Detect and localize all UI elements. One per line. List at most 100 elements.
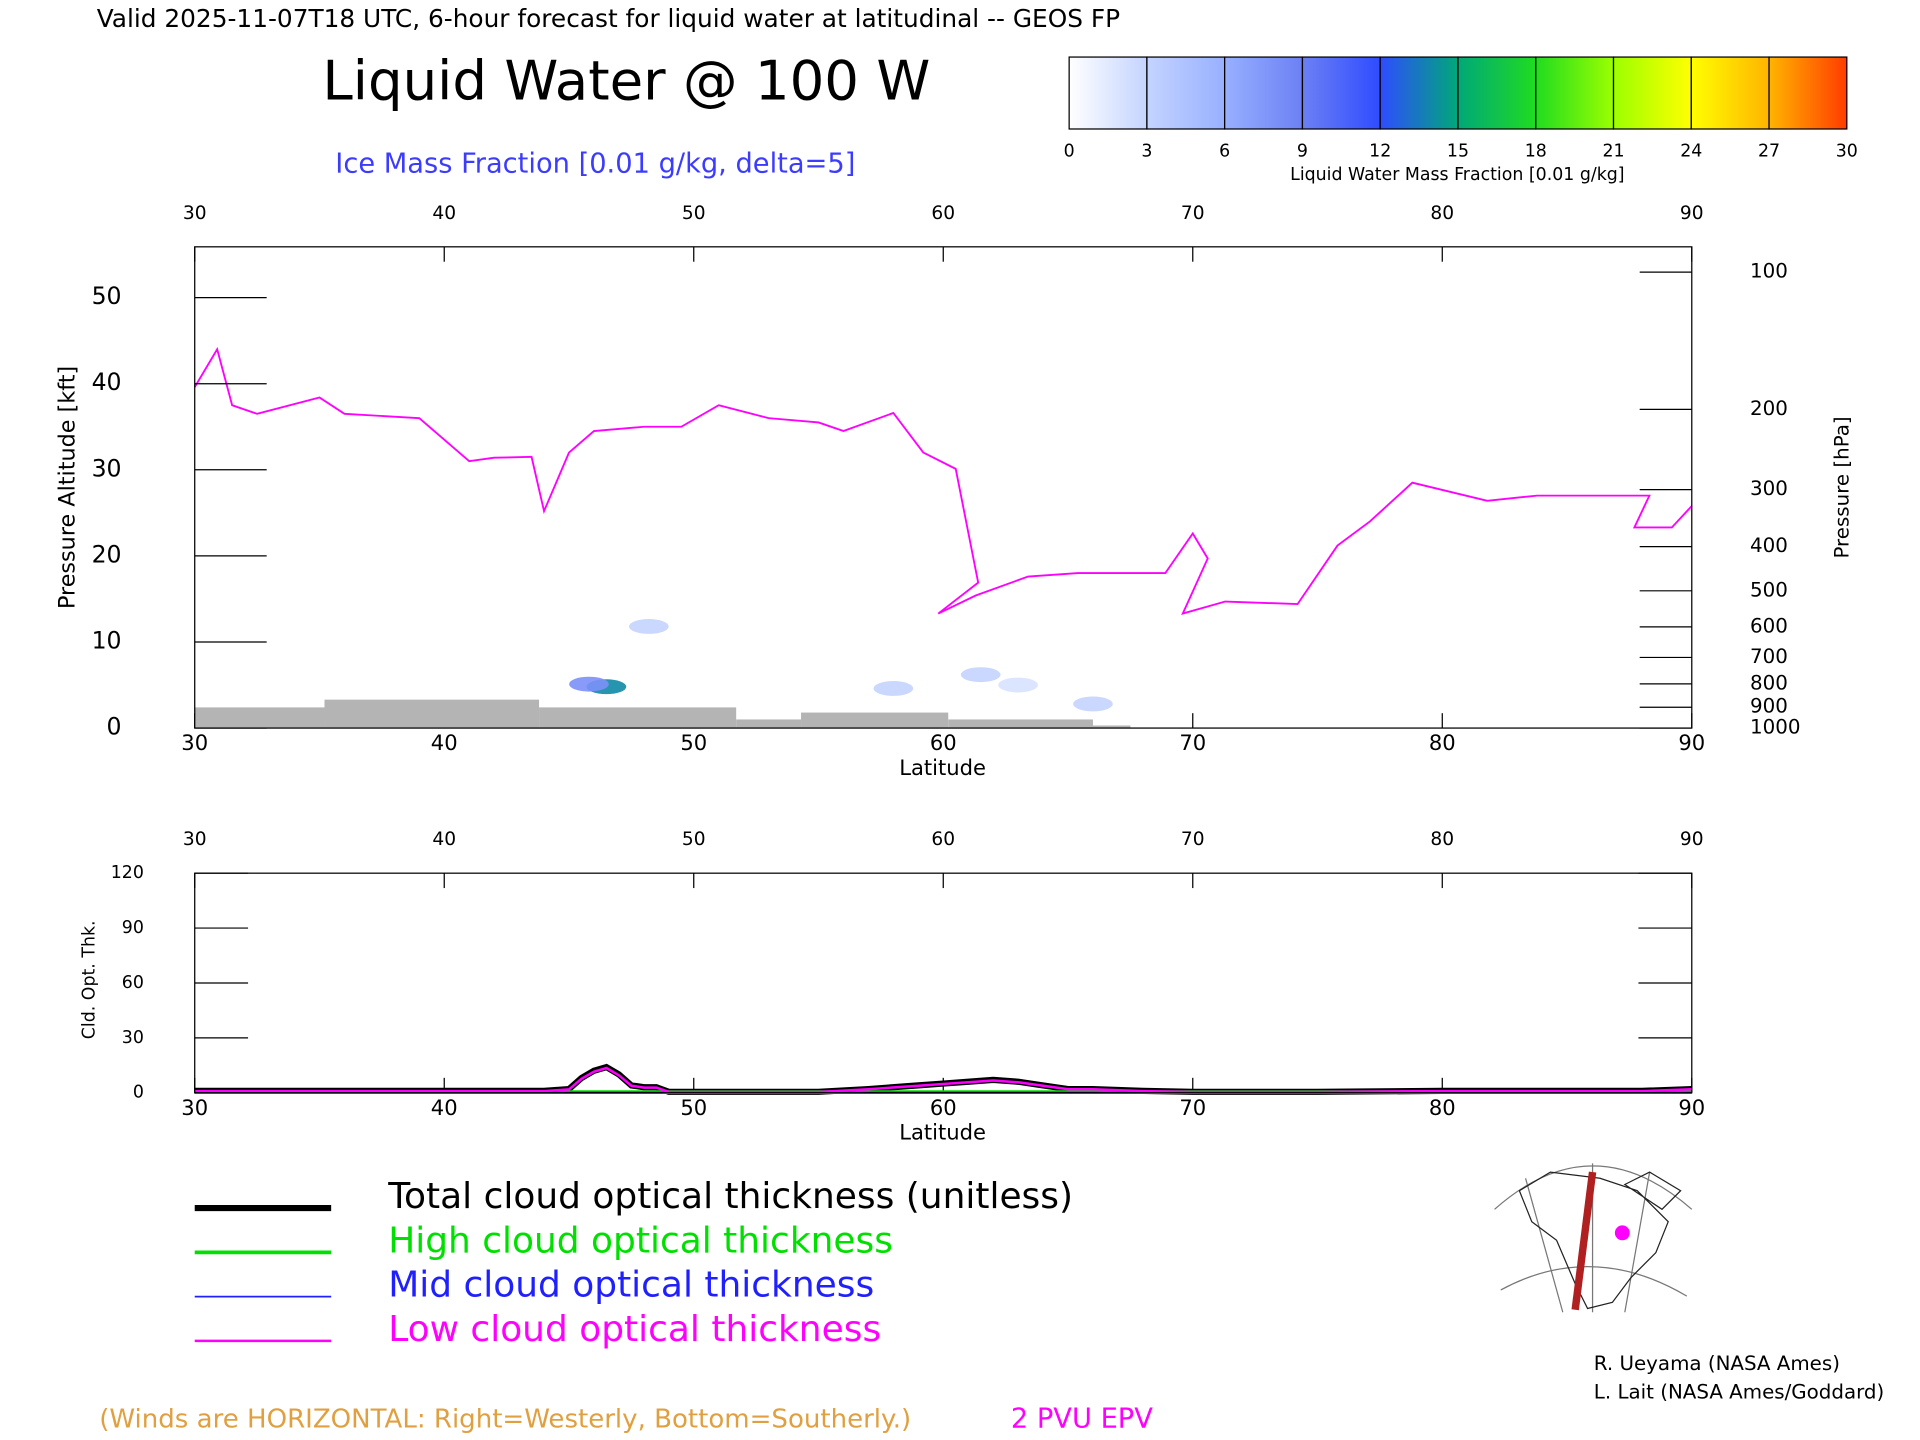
y2-tick-label: 1000 xyxy=(1750,716,1800,739)
y-tick-label: 20 xyxy=(92,540,122,568)
colorbar-tick-label: 3 xyxy=(1141,141,1152,161)
x-tick-label: 50 xyxy=(680,730,707,755)
y-tick-label: 60 xyxy=(122,973,144,993)
terrain xyxy=(324,699,540,729)
epv-line xyxy=(193,346,1693,616)
x-tick-label: 90 xyxy=(1680,829,1704,850)
liquid-water-cell xyxy=(873,681,914,696)
colorbar-tick-label: 0 xyxy=(1064,141,1075,161)
series-line xyxy=(194,1066,1692,1094)
x-tick-label: 30 xyxy=(181,1095,208,1120)
y-tick-label: 10 xyxy=(92,626,122,654)
y2-tick-label: 500 xyxy=(1750,578,1788,601)
map-marker xyxy=(1614,1225,1630,1241)
y-tick-label: 120 xyxy=(111,863,144,883)
credit: L. Lait (NASA Ames/Goddard) xyxy=(1594,1380,1884,1403)
colorbar-tick-label: 18 xyxy=(1525,141,1547,161)
y-axis-label: Cld. Opt. Thk. xyxy=(79,920,99,1039)
y-tick-label: 50 xyxy=(92,282,122,310)
x-tick-label: 30 xyxy=(181,730,208,755)
plot-frame xyxy=(194,246,1693,729)
y2-tick-label: 900 xyxy=(1750,695,1788,718)
y2-axis-label: Pressure [hPa] xyxy=(1831,416,1854,558)
x-tick-label: 40 xyxy=(431,1095,458,1120)
map-graticule xyxy=(1494,1163,1693,1313)
colorbar-segment xyxy=(1224,56,1304,130)
x-tick-label: 30 xyxy=(183,203,207,224)
colorbar-tick-label: 24 xyxy=(1680,141,1702,161)
x-tick-label: 50 xyxy=(682,829,706,850)
y2-tick-label: 600 xyxy=(1750,614,1788,637)
x-tick-label: 50 xyxy=(680,1095,707,1120)
header: Valid 2025-11-07T18 UTC, 6-hour forecast… xyxy=(97,4,1120,33)
legend-label: Mid cloud optical thickness xyxy=(388,1265,874,1306)
credit: R. Ueyama (NASA Ames) xyxy=(1594,1352,1840,1375)
x-tick-label: 70 xyxy=(1181,203,1205,224)
y-tick-label: 30 xyxy=(92,454,122,482)
x-axis-label: Latitude xyxy=(899,755,986,780)
terrain xyxy=(736,719,802,729)
liquid-water-cell xyxy=(1073,696,1113,712)
colorbar-tick-label: 9 xyxy=(1297,141,1308,161)
x-axis-label: Latitude xyxy=(899,1120,986,1145)
y-tick-label: 40 xyxy=(92,368,122,396)
legend-label: High cloud optical thickness xyxy=(388,1220,893,1261)
colorbar-segment xyxy=(1068,56,1148,130)
colorbar-segment xyxy=(1535,56,1615,130)
x-tick-label: 60 xyxy=(930,1095,957,1120)
epv-label: 2 PVU EPV xyxy=(1011,1404,1153,1435)
liquid-water-cell xyxy=(998,677,1038,693)
x-tick-label: 70 xyxy=(1179,1095,1206,1120)
chart-title: Liquid Water @ 100 W xyxy=(322,48,930,112)
map-coast xyxy=(1518,1171,1682,1310)
y-tick-label: 30 xyxy=(122,1028,144,1048)
terrain xyxy=(801,712,949,729)
chart-subtitle: Ice Mass Fraction [0.01 g/kg, delta=5] xyxy=(335,148,855,179)
colorbar-segment xyxy=(1301,56,1381,130)
y2-tick-label: 400 xyxy=(1750,534,1788,557)
locator-map xyxy=(1494,1163,1693,1313)
colorbar-tick-label: 6 xyxy=(1219,141,1230,161)
liquid-water-cell xyxy=(628,619,669,634)
x-tick-label: 60 xyxy=(930,730,957,755)
y-axis-label: Pressure Altitude [kft] xyxy=(55,366,81,609)
colorbar-segment xyxy=(1146,56,1226,130)
colorbar-segment xyxy=(1768,56,1848,130)
y-tick-label: 0 xyxy=(107,713,122,741)
x-tick-label: 30 xyxy=(183,829,207,850)
colorbar-segment xyxy=(1612,56,1692,130)
colorbar-segment xyxy=(1690,56,1770,130)
colorbar-tick-label: 15 xyxy=(1447,141,1469,161)
x-tick-label: 80 xyxy=(1430,829,1454,850)
x-tick-label: 90 xyxy=(1680,203,1704,224)
terrain xyxy=(539,707,737,729)
x-tick-label: 80 xyxy=(1430,203,1454,224)
colorbar-tick-label: 21 xyxy=(1602,141,1624,161)
y2-tick-label: 200 xyxy=(1750,397,1788,420)
colorbar-segment xyxy=(1379,56,1459,130)
y2-tick-label: 700 xyxy=(1750,645,1788,668)
colorbar-segment xyxy=(1457,56,1537,130)
x-tick-label: 40 xyxy=(432,203,456,224)
x-tick-label: 40 xyxy=(432,829,456,850)
x-tick-label: 60 xyxy=(931,203,955,224)
winds-note: (Winds are HORIZONTAL: Right=Westerly, B… xyxy=(99,1405,911,1435)
y-tick-label: 0 xyxy=(133,1083,144,1103)
legend-label: Low cloud optical thickness xyxy=(388,1309,881,1350)
terrain xyxy=(1092,725,1131,729)
x-tick-label: 80 xyxy=(1429,1095,1456,1120)
x-tick-label: 40 xyxy=(431,730,458,755)
y2-tick-label: 300 xyxy=(1750,477,1788,500)
x-tick-label: 70 xyxy=(1181,829,1205,850)
x-tick-label: 50 xyxy=(682,203,706,224)
liquid-water-cell xyxy=(569,676,609,692)
liquid-water-cell xyxy=(960,667,1001,683)
terrain xyxy=(194,707,325,729)
colorbar-tick-label: 30 xyxy=(1836,141,1858,161)
x-tick-label: 90 xyxy=(1678,1095,1705,1120)
plot-frame xyxy=(194,872,1693,1094)
x-tick-label: 70 xyxy=(1179,730,1206,755)
y2-tick-label: 100 xyxy=(1750,260,1788,283)
